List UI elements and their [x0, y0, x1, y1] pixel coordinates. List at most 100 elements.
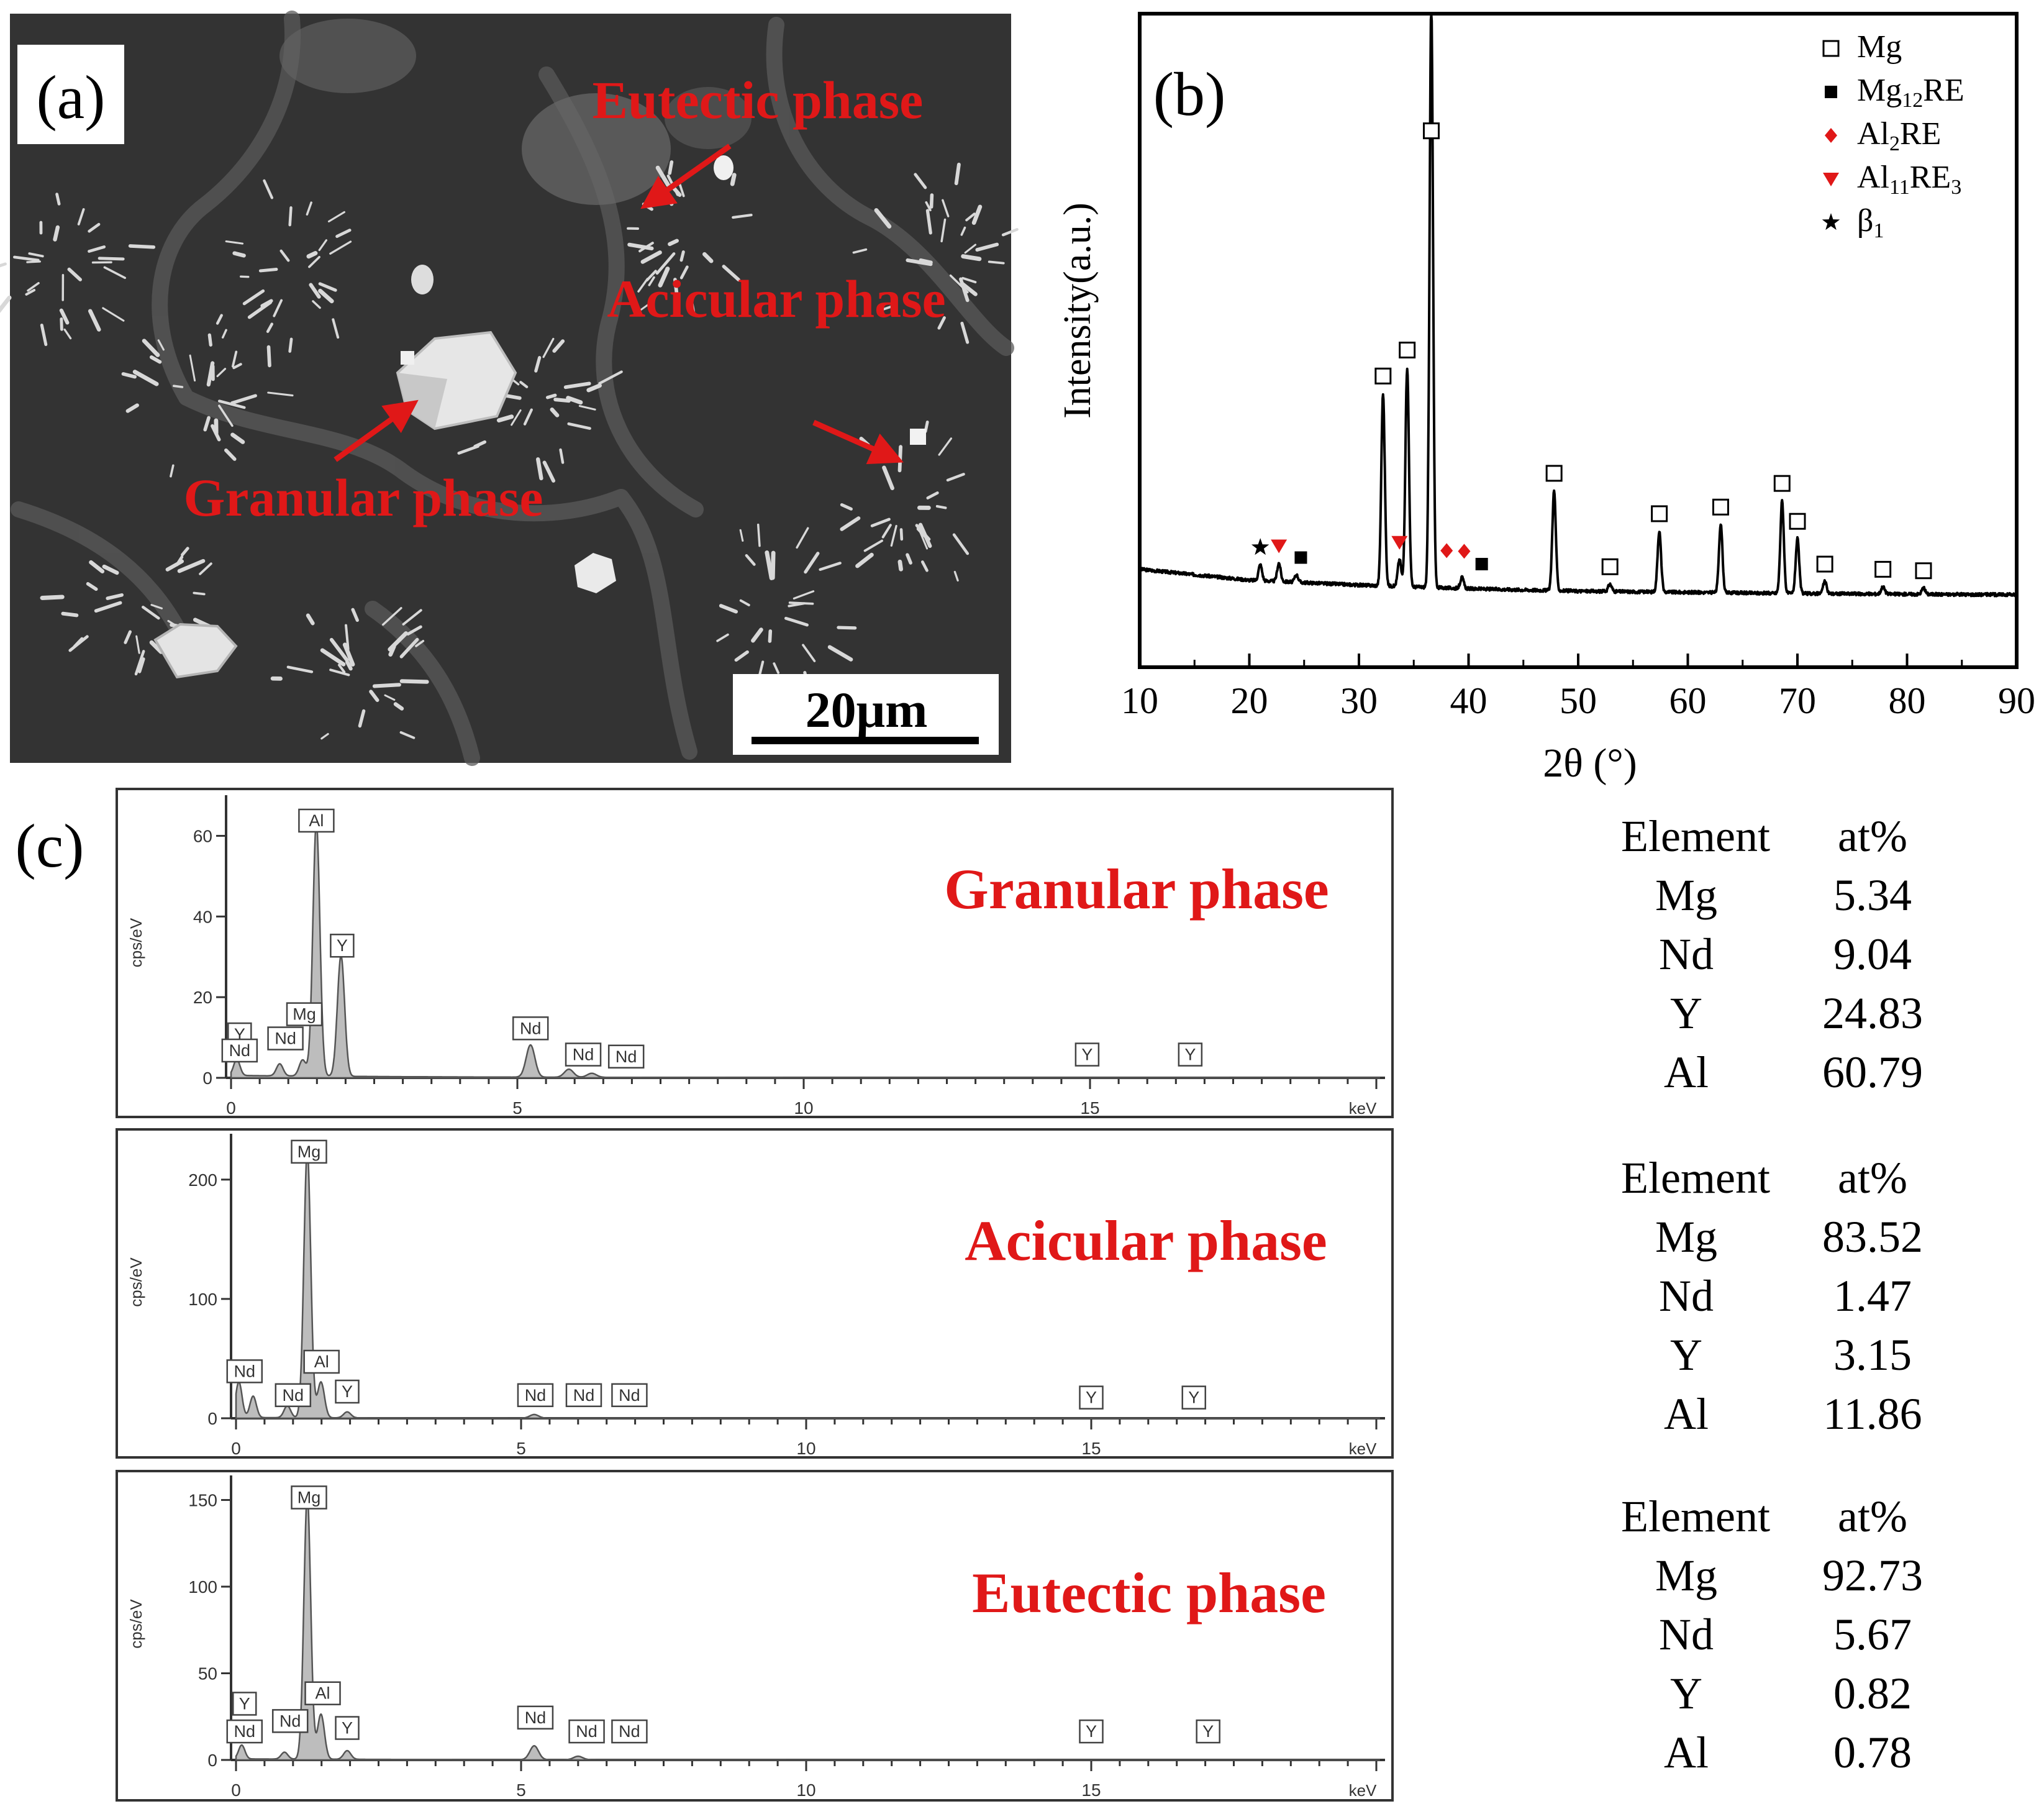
acicular-needle: [312, 300, 321, 309]
eds-x-tick-label: 10: [796, 1439, 815, 1458]
acicular-needle: [232, 251, 246, 258]
acicular-needle: [637, 278, 649, 293]
mg-marker: [1789, 513, 1806, 530]
acicular-needle: [28, 252, 44, 258]
acicular-needle: [150, 604, 163, 609]
acicular-needle: [351, 608, 359, 622]
eutectic-arrow: [640, 144, 732, 209]
eds-peak-tag: [330, 933, 355, 958]
eds-peak-tag-label: Nd: [525, 1386, 547, 1405]
acicular-needle: [329, 637, 349, 662]
eds-x-tick-label: 0: [231, 1780, 241, 1800]
panel-b-label: (b): [1153, 60, 1226, 129]
acicular-needle: [827, 645, 853, 662]
eds-peak-tag-label: Y: [1202, 1722, 1214, 1741]
eds-y-tick-label: 150: [188, 1491, 217, 1510]
eds-peak-tag: [267, 1026, 304, 1051]
acicular-needle: [382, 607, 402, 626]
composition-element: Mg: [1655, 870, 1717, 920]
acicular-needle: [946, 473, 965, 482]
eds-peak-tag: [517, 1383, 554, 1408]
acicular-needle: [258, 268, 278, 273]
granular-arrow: [334, 399, 419, 462]
acicular-needle: [55, 193, 61, 206]
acicular-needle: [320, 732, 329, 740]
acicular-needle: [640, 250, 662, 264]
acicular-needle: [536, 457, 543, 481]
acicular-needle: [266, 322, 274, 333]
acicular-needle: [0, 295, 12, 313]
composition-element: Y: [1670, 988, 1702, 1038]
acicular-needle: [722, 265, 740, 281]
acicular-needle: [658, 267, 670, 288]
xrd-legend-label: β1: [1857, 203, 1884, 242]
beta1-marker: [1822, 213, 1840, 230]
acicular-needle: [88, 309, 101, 332]
acicular-needle: [870, 517, 891, 527]
eds-peak-tag: [1079, 1719, 1104, 1744]
eds-peak-tag-label: Y: [342, 1382, 353, 1401]
eds-frame: [116, 1470, 1394, 1802]
acicular-needle: [863, 539, 883, 552]
acicular-needle: [965, 212, 976, 222]
al2re-marker: [1825, 128, 1837, 143]
eds-peak-tag-label: Nd: [615, 1047, 637, 1066]
eds-peak-tag-label: Nd: [275, 1029, 296, 1048]
acicular-needle: [102, 564, 119, 575]
acicular-needle: [308, 255, 320, 268]
xrd-legend-label: Mg: [1857, 29, 1902, 65]
composition-value: 92.73: [1822, 1551, 1923, 1600]
composition-element: Nd: [1659, 1271, 1714, 1321]
eds-peak-tag-label: Nd: [234, 1722, 256, 1741]
composition-value: 11.86: [1823, 1389, 1922, 1439]
eds-y-tick-label: 100: [188, 1290, 217, 1309]
acicular-needle: [897, 445, 902, 473]
acicular-needle: [773, 662, 780, 674]
acicular-needle: [796, 527, 809, 549]
al11re3-marker: [1271, 539, 1288, 554]
eds-peak-tag: [611, 1383, 648, 1408]
eds-x-tick-label: 10: [794, 1098, 813, 1118]
eds-peak-tag-label: Y: [1086, 1722, 1097, 1741]
mg-marker: [1712, 498, 1729, 516]
acicular-needle: [961, 276, 977, 284]
eds-peak-tag-label: Y: [1184, 1046, 1196, 1064]
eds-peak-tag: [1181, 1385, 1206, 1410]
composition-element: Al: [1664, 1389, 1709, 1439]
xrd-x-tick-label: 80: [1889, 680, 1926, 721]
eds-peak-tag-label: Y: [1086, 1388, 1097, 1407]
acicular-needle: [638, 242, 654, 253]
eds-spectrum: [235, 1495, 1380, 1761]
acicular-needle: [960, 321, 970, 344]
acicular-needle: [240, 275, 250, 278]
granular-particle-small: [910, 429, 926, 445]
al11re3-marker: [1823, 173, 1839, 186]
eds-y-axis-title: cps/eV: [127, 1599, 145, 1649]
eds-peak-tag-label: Al: [316, 1684, 330, 1703]
eds-peak-tag: [304, 1681, 341, 1705]
eds-y-tick-label: 40: [193, 907, 212, 926]
acicular-needle: [358, 709, 366, 728]
acicular-needle: [309, 283, 321, 299]
xrd-pattern-line: [1138, 14, 2018, 598]
acicular-needle: [542, 337, 555, 358]
acicular-needle: [98, 257, 125, 261]
acicular-particles: [0, 160, 1019, 740]
composition-header-element: Element: [1621, 1492, 1770, 1541]
acicular-needle: [954, 162, 961, 186]
acicular-needle: [288, 206, 293, 227]
acicular-needle: [247, 300, 273, 319]
eds-y-tick-label: 0: [207, 1751, 217, 1770]
xrd-x-tick-label: 90: [1998, 680, 2035, 721]
xrd-x-tick-label: 70: [1779, 680, 1816, 721]
acicular-needle: [338, 663, 346, 673]
eds-peak-tag-label: Y: [1081, 1046, 1092, 1064]
acicular-needle: [975, 242, 999, 252]
eds-x-tick-label: 5: [516, 1780, 526, 1800]
eds-peak-tag: [226, 1359, 263, 1383]
eds-phase-title: Eutectic phase: [972, 1561, 1326, 1625]
acicular-needle: [132, 370, 159, 386]
acicular-needle: [345, 624, 350, 650]
al2re-marker: [1440, 543, 1453, 558]
eds-x-unit: keV: [1349, 1781, 1377, 1800]
